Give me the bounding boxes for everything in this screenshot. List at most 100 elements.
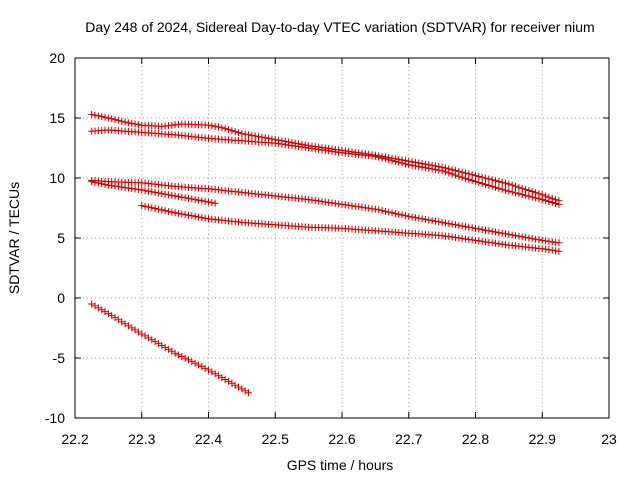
data-point	[191, 212, 199, 220]
data-point	[468, 224, 476, 232]
data-point	[448, 170, 456, 178]
data-point	[475, 179, 483, 187]
data-point	[124, 119, 132, 127]
data-point	[465, 223, 473, 231]
data-point	[472, 178, 479, 186]
data-point	[418, 163, 426, 171]
data-point	[181, 194, 189, 202]
data-point	[218, 374, 226, 382]
data-point	[208, 368, 216, 376]
data-point	[198, 197, 206, 205]
series-track-5	[138, 202, 563, 255]
chart-title: Day 248 of 2024, Sidereal Day-to-day VTE…	[85, 19, 594, 35]
data-point	[391, 210, 399, 218]
data-point	[555, 239, 563, 247]
data-point	[148, 188, 156, 196]
data-point	[498, 229, 506, 237]
data-point	[181, 211, 189, 219]
data-point	[188, 358, 196, 366]
data-point	[488, 227, 496, 235]
data-point	[398, 211, 406, 219]
y-tick-label: 5	[57, 230, 65, 246]
data-point	[94, 179, 102, 187]
y-tick-label: 20	[49, 50, 65, 66]
data-point	[241, 387, 249, 395]
data-point	[395, 158, 403, 166]
x-tick-label: 22.2	[61, 431, 88, 447]
data-point	[121, 118, 129, 126]
data-point	[235, 383, 243, 391]
data-point	[492, 177, 500, 185]
data-point	[495, 177, 503, 185]
data-point	[545, 198, 553, 206]
data-point	[451, 221, 459, 229]
data-point	[128, 119, 136, 127]
data-point	[98, 180, 106, 188]
data-point	[188, 195, 196, 203]
data-point	[522, 191, 530, 199]
data-point	[508, 188, 516, 196]
data-point	[191, 196, 199, 204]
data-point	[158, 342, 166, 350]
data-point	[425, 216, 433, 224]
data-point	[178, 353, 186, 361]
data-point	[171, 192, 179, 200]
y-tick-label: 10	[49, 170, 65, 186]
data-point	[138, 202, 146, 210]
data-point	[205, 121, 212, 129]
data-point	[184, 211, 192, 219]
data-point	[385, 208, 393, 216]
data-point	[478, 173, 486, 181]
data-point	[144, 334, 152, 342]
data-point	[208, 122, 216, 130]
y-tick-label: 15	[49, 110, 65, 126]
data-point	[211, 122, 219, 130]
data-point	[428, 165, 436, 173]
data-point	[94, 112, 102, 120]
data-point	[215, 372, 223, 380]
data-point	[428, 217, 436, 225]
data-point	[431, 166, 439, 174]
data-point	[238, 130, 246, 138]
x-tick-label: 22.5	[262, 431, 289, 447]
data-point	[548, 198, 556, 206]
y-axis-label: SDTVAR / TECUs	[6, 182, 22, 294]
data-point	[505, 230, 513, 238]
data-point	[164, 207, 172, 215]
data-point	[141, 332, 149, 340]
data-point	[461, 223, 469, 231]
data-point	[148, 204, 156, 212]
data-point	[532, 194, 540, 202]
data-point	[174, 351, 182, 359]
data-point	[235, 129, 243, 137]
data-point	[228, 379, 236, 387]
data-point	[441, 219, 449, 227]
data-point	[455, 221, 463, 229]
data-point	[201, 197, 209, 205]
data-point	[205, 366, 212, 374]
data-point	[488, 176, 496, 184]
data-point	[164, 191, 172, 199]
data-point	[405, 212, 413, 220]
data-point	[158, 206, 166, 214]
data-point	[472, 172, 479, 180]
data-point	[205, 198, 212, 206]
data-point	[405, 161, 413, 169]
data-point	[478, 226, 486, 234]
x-tick-label: 22.6	[328, 431, 355, 447]
data-point	[111, 116, 119, 124]
data-point	[492, 183, 500, 191]
data-point	[164, 345, 172, 353]
data-point	[438, 167, 446, 175]
data-point	[151, 338, 159, 346]
data-point	[184, 356, 192, 364]
x-tick-label: 22.3	[128, 431, 155, 447]
data-point	[218, 124, 226, 132]
data-point	[408, 161, 416, 169]
data-point	[505, 180, 513, 188]
data-point	[98, 306, 106, 314]
data-point	[535, 195, 543, 203]
series-track-3	[88, 176, 563, 247]
data-point	[555, 200, 563, 208]
